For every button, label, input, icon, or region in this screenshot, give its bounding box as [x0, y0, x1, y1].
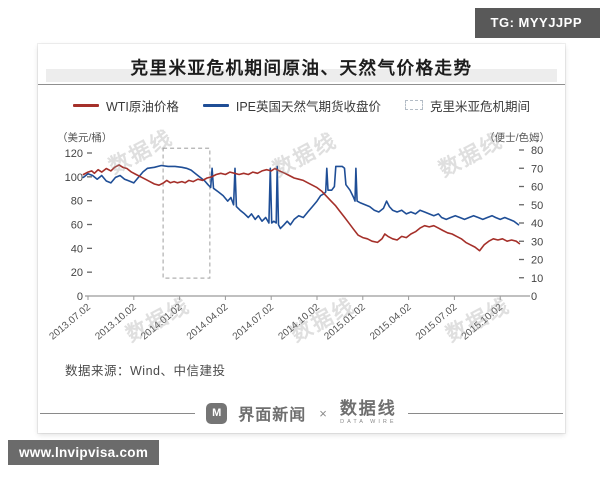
gas-line-swatch-icon [202, 103, 229, 107]
svg-text:30: 30 [531, 236, 543, 248]
svg-text:40: 40 [71, 243, 83, 255]
svg-text:2015.04.02: 2015.04.02 [368, 302, 414, 343]
svg-text:2015.01.02: 2015.01.02 [322, 302, 368, 343]
title-divider [38, 84, 565, 85]
telegram-badge: TG: MYYJJPP [474, 8, 600, 38]
svg-text:2014.04.02: 2014.04.02 [185, 302, 231, 343]
svg-text:0: 0 [77, 291, 83, 303]
svg-text:2013.10.02: 2013.10.02 [93, 302, 139, 343]
chart-legend: WTI原油价格 IPE英国天然气期货收盘价 克里米亚危机期间 [38, 96, 565, 115]
legend-label-wti: WTI原油价格 [105, 99, 179, 114]
legend-item-wti: WTI原油价格 [72, 96, 179, 115]
datawire-logo: 数据线 DATA WIRE [340, 400, 397, 426]
svg-text:120: 120 [65, 148, 83, 160]
x-axis-ticks: 2013.07.02 2013.10.02 2014.01.02 2014.04.02… [48, 296, 506, 343]
wti-line-swatch-icon [72, 103, 99, 107]
svg-text:20: 20 [531, 255, 543, 267]
data-source-note: 数据来源：Wind、中信建投 [65, 364, 226, 378]
svg-text:60: 60 [531, 182, 543, 194]
svg-text:2014.07.02: 2014.07.02 [231, 302, 277, 343]
svg-text:2013.07.02: 2013.07.02 [48, 302, 94, 343]
crisis-box-swatch-icon [405, 100, 424, 110]
datawire-subtitle: DATA WIRE [340, 419, 397, 426]
right-axis-unit-label: （便士/色姆） [484, 131, 550, 144]
crisis-period-box [162, 147, 211, 279]
publisher-footer: M 界面新闻 × 数据线 DATA WIRE [40, 393, 564, 433]
svg-text:50: 50 [531, 200, 543, 212]
footer-rule-right [407, 412, 564, 414]
datawire-name: 数据线 [339, 399, 397, 419]
legend-label-crisis: 克里米亚危机期间 [430, 99, 531, 114]
left-axis-ticks: 0 20 40 60 80 100 120 [65, 148, 92, 303]
collab-times-sign: × [319, 405, 327, 421]
svg-text:100: 100 [65, 172, 83, 184]
svg-text:2014.10.02: 2014.10.02 [277, 302, 323, 343]
svg-text:0: 0 [531, 291, 537, 303]
right-axis-ticks: 0 10 20 30 40 50 60 70 80 [519, 145, 543, 303]
jiemian-logo-icon: M [206, 402, 228, 424]
svg-text:80: 80 [531, 145, 543, 157]
legend-item-crisis: 克里米亚危机期间 [405, 96, 530, 115]
ipe-gas-price-line [82, 164, 520, 230]
left-axis-unit-label: （美元/桶） [57, 131, 112, 144]
legend-item-gas: IPE英国天然气期货收盘价 [202, 96, 382, 115]
svg-text:20: 20 [71, 267, 83, 279]
svg-text:2015.07.02: 2015.07.02 [414, 302, 460, 343]
svg-text:2014.01.02: 2014.01.02 [139, 302, 185, 343]
svg-text:60: 60 [71, 220, 83, 232]
svg-text:70: 70 [531, 163, 543, 175]
svg-text:40: 40 [531, 218, 543, 230]
wti-oil-price-line [82, 164, 521, 252]
price-trend-chart: 2013.07.02 2013.10.02 2014.01.02 2014.04.02… [48, 131, 550, 343]
jiemian-name: 界面新闻 [238, 407, 307, 424]
legend-label-gas: IPE英国天然气期货收盘价 [235, 99, 382, 114]
footer-rule-left [40, 412, 196, 414]
website-url-badge: www.lnvipvisa.com [8, 440, 160, 465]
svg-text:80: 80 [71, 196, 83, 208]
chart-title: 克里米亚危机期间原油、天然气价格走势 [130, 58, 473, 78]
infographic-card: 克里米亚危机期间原油、天然气价格走势 WTI原油价格 IPE英国天然气期货收盘价… [38, 44, 565, 433]
svg-text:10: 10 [531, 273, 543, 285]
title-highlight-band [46, 69, 557, 82]
svg-text:2015.10.02: 2015.10.02 [460, 302, 506, 343]
